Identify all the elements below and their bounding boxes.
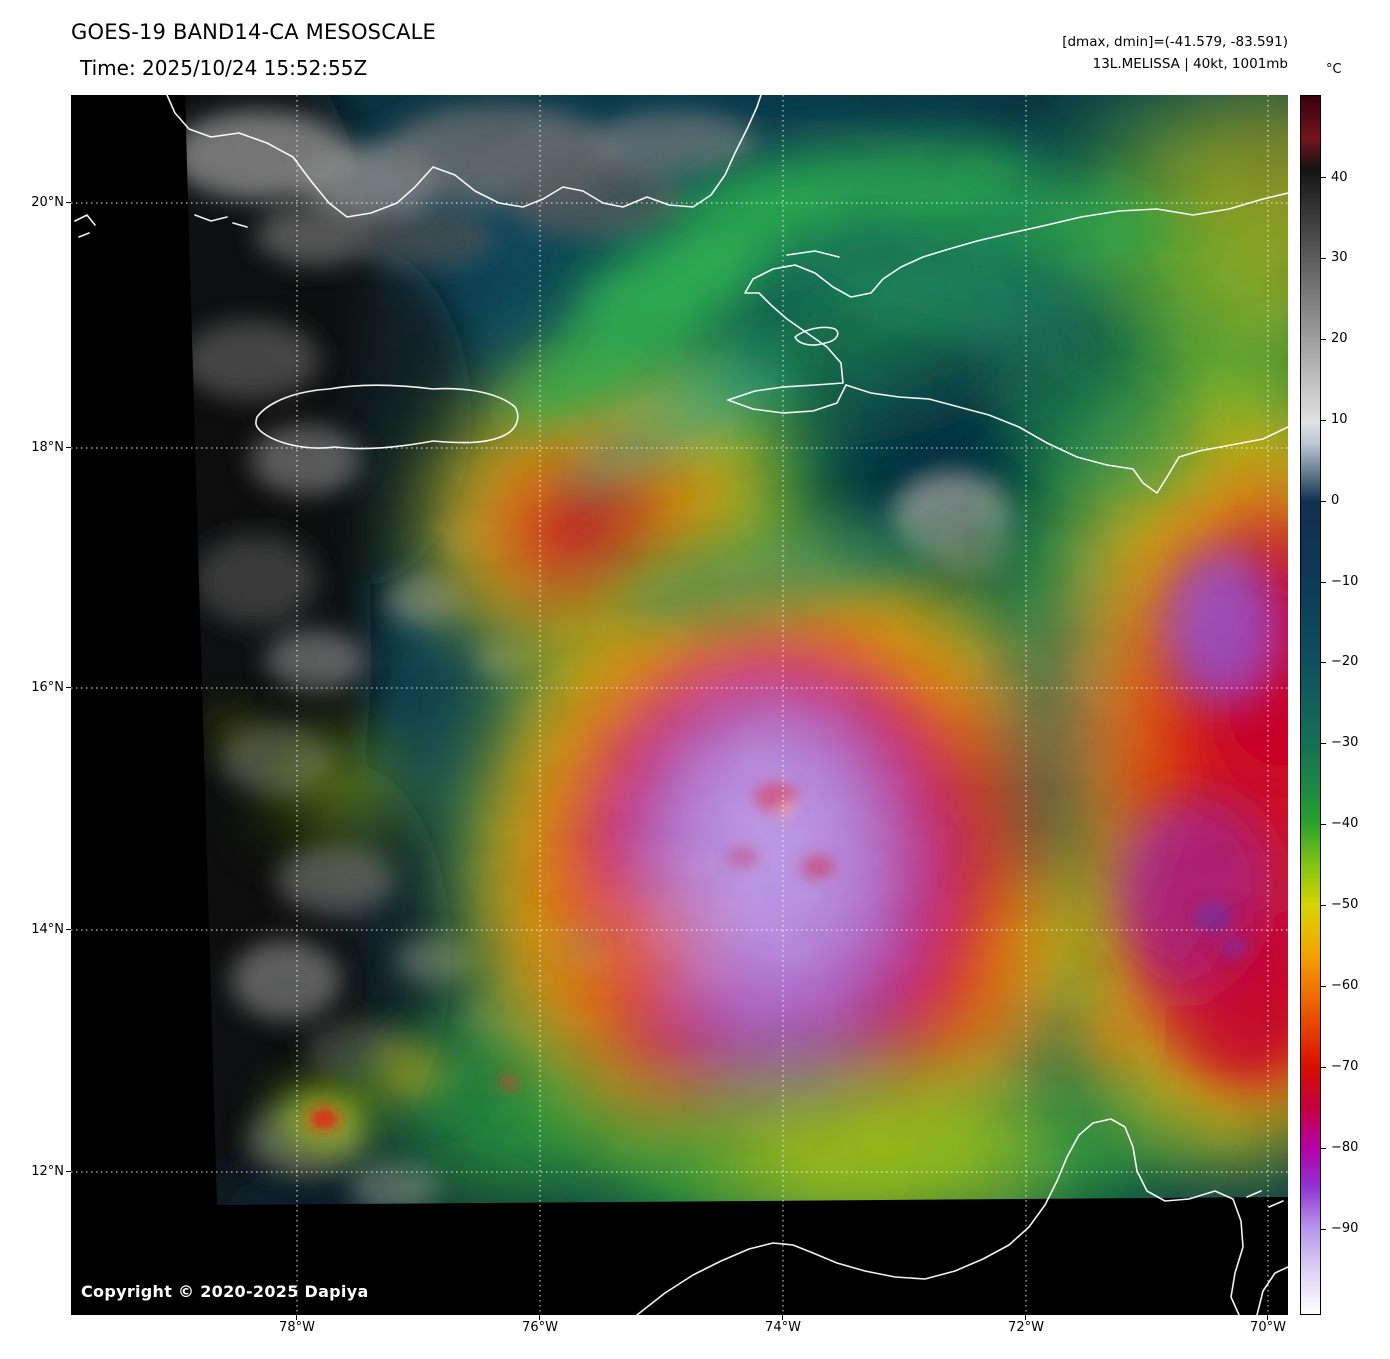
colorbar-tick-mark (1321, 420, 1326, 421)
y-axis-tick (66, 447, 71, 448)
colorbar-tick-label: −30 (1331, 735, 1359, 750)
colorbar-tick-mark (1321, 986, 1326, 987)
colorbar-tick-label: 20 (1331, 331, 1348, 346)
colorbar-tick-label: −10 (1331, 574, 1359, 589)
x-axis-tick (1025, 1315, 1026, 1320)
colorbar-tick-mark (1321, 743, 1326, 744)
page-title: GOES-19 BAND14-CA MESOSCALE (71, 20, 437, 44)
coastlines (74, 95, 1288, 1315)
colorbar-tick-label: −70 (1331, 1059, 1359, 1074)
copyright-label: Copyright © 2020-2025 Dapiya (81, 1282, 369, 1301)
colorbar-tick-mark (1321, 905, 1326, 906)
x-axis-tick (296, 1315, 297, 1320)
colorbar-tick-mark (1321, 824, 1326, 825)
celsius-unit-label: °C (1326, 62, 1342, 77)
x-axis-tick (782, 1315, 783, 1320)
x-axis-tick (539, 1315, 540, 1320)
latitude-label: 16°N (31, 680, 64, 695)
colorbar-tick-label: −90 (1331, 1221, 1359, 1236)
colorbar-tick-mark (1321, 177, 1326, 178)
storm-readout: 13L.MELISSA | 40kt, 1001mb (1092, 56, 1288, 72)
colorbar-tick-mark (1321, 662, 1326, 663)
colorbar-tick-label: −40 (1331, 816, 1359, 831)
colorbar-tick-mark (1321, 339, 1326, 340)
satellite-map: Copyright © 2020-2025 Dapiya (71, 95, 1288, 1315)
latitude-label: 14°N (31, 922, 64, 937)
colorbar-tick-mark (1321, 1067, 1326, 1068)
colorbar-tick-mark (1321, 582, 1326, 583)
colorbar-tick-label: −60 (1331, 978, 1359, 993)
colorbar-tick-label: −20 (1331, 654, 1359, 669)
longitude-label: 74°W (765, 1320, 801, 1335)
colorbar-tick-label: 10 (1331, 412, 1348, 427)
x-axis-tick (1267, 1315, 1268, 1320)
satellite-imagery (71, 95, 1288, 1315)
latitude-label: 18°N (31, 440, 64, 455)
y-axis-tick (66, 1171, 71, 1172)
longitude-label: 70°W (1250, 1320, 1286, 1335)
colorbar-tick-mark (1321, 1229, 1326, 1230)
colorbar-tick-label: −50 (1331, 897, 1359, 912)
timestamp-label: Time: 2025/10/24 15:52:55Z (80, 56, 368, 80)
range-readout: [dmax, dmin]=(-41.579, -83.591) (1062, 34, 1288, 50)
y-axis-tick (66, 202, 71, 203)
colorbar-tick-mark (1321, 258, 1326, 259)
colorbar-tick-label: 30 (1331, 250, 1348, 265)
colorbar-tick-mark (1321, 1148, 1326, 1149)
latitude-label: 12°N (31, 1164, 64, 1179)
colorbar-tick-label: 0 (1331, 493, 1340, 508)
colorbar-tick-mark (1321, 501, 1326, 502)
longitude-label: 72°W (1008, 1320, 1044, 1335)
grid-lines (71, 95, 1288, 1315)
colorbar-tick-label: 40 (1331, 170, 1348, 185)
y-axis-tick (66, 929, 71, 930)
colorbar (1300, 95, 1321, 1315)
colorbar-tick-label: −80 (1331, 1140, 1359, 1155)
longitude-label: 78°W (279, 1320, 315, 1335)
longitude-label: 76°W (522, 1320, 558, 1335)
y-axis-tick (66, 687, 71, 688)
latitude-label: 20°N (31, 195, 64, 210)
cloud-layers (185, 95, 1288, 1205)
